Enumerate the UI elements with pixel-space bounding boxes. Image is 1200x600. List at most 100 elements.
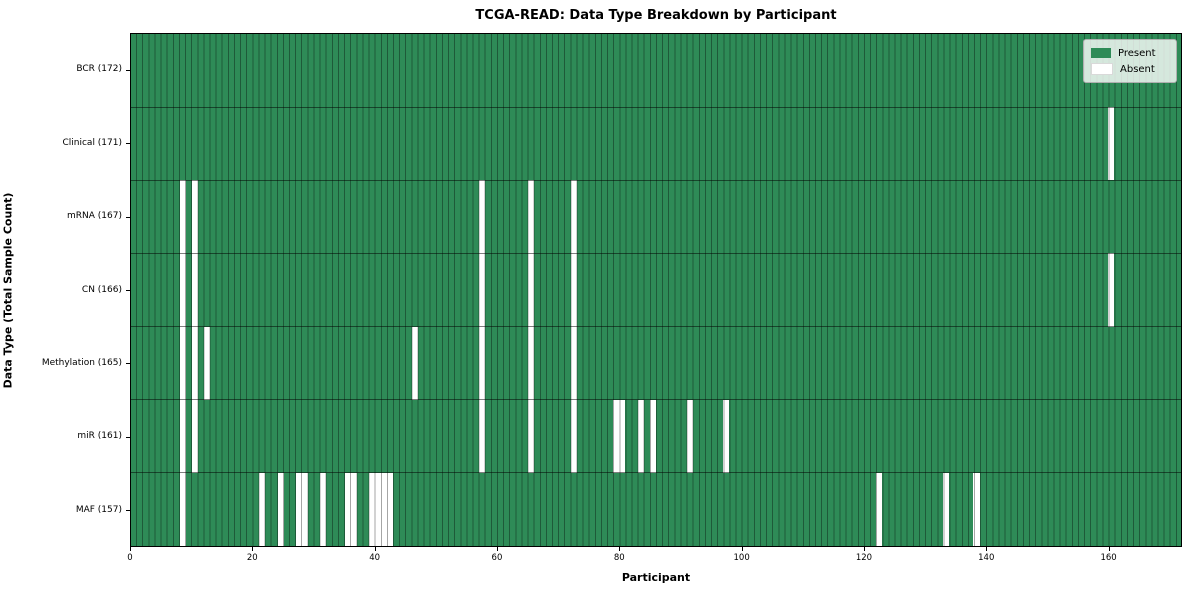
- absent-cell: [375, 472, 382, 546]
- absent-cell: [570, 399, 577, 473]
- y-tick-label: mRNA (167): [67, 211, 122, 222]
- x-tick-mark: [130, 547, 131, 551]
- y-tick-mark: [126, 216, 130, 218]
- absent-cell: [387, 472, 394, 546]
- y-tick-mark: [126, 510, 130, 512]
- present-swatch: [1091, 48, 1111, 58]
- y-tick-label: CN (166): [81, 284, 122, 295]
- heatmap-row-Clinical: [131, 107, 1181, 181]
- x-tick-label: 120: [855, 553, 873, 563]
- x-tick-mark: [986, 547, 988, 551]
- x-tick-label: 20: [246, 553, 258, 563]
- legend-label-present: Present: [1118, 47, 1156, 59]
- legend-item-absent: Absent: [1091, 61, 1168, 77]
- x-tick-label: 0: [127, 553, 133, 563]
- absent-cell: [527, 399, 534, 473]
- absent-cell: [179, 253, 186, 327]
- x-tick-mark: [1108, 547, 1110, 551]
- absent-cell: [942, 472, 949, 546]
- x-tick-mark: [252, 547, 254, 551]
- legend-item-present: Present: [1091, 45, 1168, 61]
- x-tick-mark: [619, 547, 621, 551]
- heatmap-row-mRNA: [131, 180, 1181, 254]
- absent-cell: [478, 253, 486, 327]
- y-tick-mark: [126, 290, 130, 291]
- y-tick-mark: [126, 69, 130, 71]
- y-tick-label: BCR (172): [76, 64, 122, 75]
- absent-cell: [723, 399, 730, 473]
- absent-cell: [619, 399, 626, 473]
- y-tick-label: MAF (157): [75, 504, 122, 515]
- absent-cell: [350, 472, 357, 546]
- absent-cell: [527, 253, 534, 327]
- absent-cell: [192, 326, 199, 400]
- absent-cell: [478, 180, 486, 254]
- absent-cell: [295, 472, 302, 546]
- x-tick-label: 60: [491, 553, 503, 563]
- x-tick-label: 40: [369, 553, 381, 563]
- absent-cell: [478, 399, 486, 473]
- absent-cell: [570, 326, 577, 400]
- heatmap-row-MAF: [131, 472, 1181, 546]
- absent-cell: [179, 399, 186, 473]
- row-gridline: [131, 472, 1181, 474]
- x-tick-label: 100: [733, 553, 750, 563]
- y-tick-mark: [126, 436, 130, 438]
- absent-cell: [649, 399, 656, 473]
- absent-cell: [192, 180, 199, 254]
- absent-cell: [179, 472, 186, 546]
- row-gridline: [131, 326, 1181, 328]
- absent-cell: [527, 180, 534, 254]
- legend-label-absent: Absent: [1120, 63, 1155, 75]
- absent-cell: [637, 399, 644, 473]
- row-gridline: [131, 399, 1181, 401]
- y-tick-label: Clinical (171): [62, 137, 122, 148]
- row-gridline: [131, 252, 1181, 254]
- absent-cell: [277, 472, 284, 546]
- row-gridline: [131, 106, 1181, 108]
- heatmap-row-Methylation: [131, 326, 1181, 400]
- x-tick-label: 80: [613, 553, 625, 563]
- row-gridline: [131, 179, 1181, 181]
- x-tick-mark: [496, 547, 498, 551]
- x-tick-mark: [374, 547, 376, 551]
- absent-cell: [179, 326, 186, 400]
- plot-area: Present Absent: [130, 33, 1182, 547]
- absent-cell: [1107, 107, 1114, 181]
- absent-cell: [204, 326, 211, 400]
- chart-title: TCGA-READ: Data Type Breakdown by Partic…: [475, 8, 837, 23]
- absent-cell: [411, 326, 418, 400]
- y-tick-mark: [126, 143, 130, 145]
- absent-cell: [344, 472, 351, 546]
- legend: Present Absent: [1083, 39, 1177, 83]
- absent-cell: [259, 472, 266, 546]
- x-tick-label: 140: [978, 553, 995, 563]
- heatmap-row-CN: [131, 253, 1181, 327]
- absent-cell: [179, 180, 186, 254]
- y-tick-label: miR (161): [77, 431, 122, 442]
- x-tick-mark: [863, 547, 865, 551]
- absent-cell: [478, 326, 486, 400]
- absent-cell: [686, 399, 693, 473]
- absent-cell: [320, 472, 327, 546]
- absent-cell: [527, 326, 534, 400]
- heatmap-row-miR: [131, 399, 1181, 473]
- absent-cell: [192, 399, 199, 473]
- x-tick-label: 160: [1100, 553, 1117, 563]
- absent-cell: [973, 472, 980, 546]
- absent-swatch: [1091, 63, 1113, 75]
- absent-cell: [301, 472, 309, 546]
- x-axis-label: Participant: [621, 571, 691, 584]
- absent-cell: [381, 472, 388, 546]
- absent-cell: [875, 472, 882, 546]
- y-tick-label: Methylation (165): [41, 357, 122, 368]
- column-gridlines: [131, 34, 1181, 546]
- absent-cell: [1107, 253, 1114, 327]
- absent-cell: [192, 253, 199, 327]
- x-tick-mark: [741, 547, 743, 551]
- absent-cell: [613, 399, 620, 473]
- absent-cell: [570, 253, 577, 327]
- absent-cell: [369, 472, 376, 546]
- y-tick-mark: [126, 363, 130, 365]
